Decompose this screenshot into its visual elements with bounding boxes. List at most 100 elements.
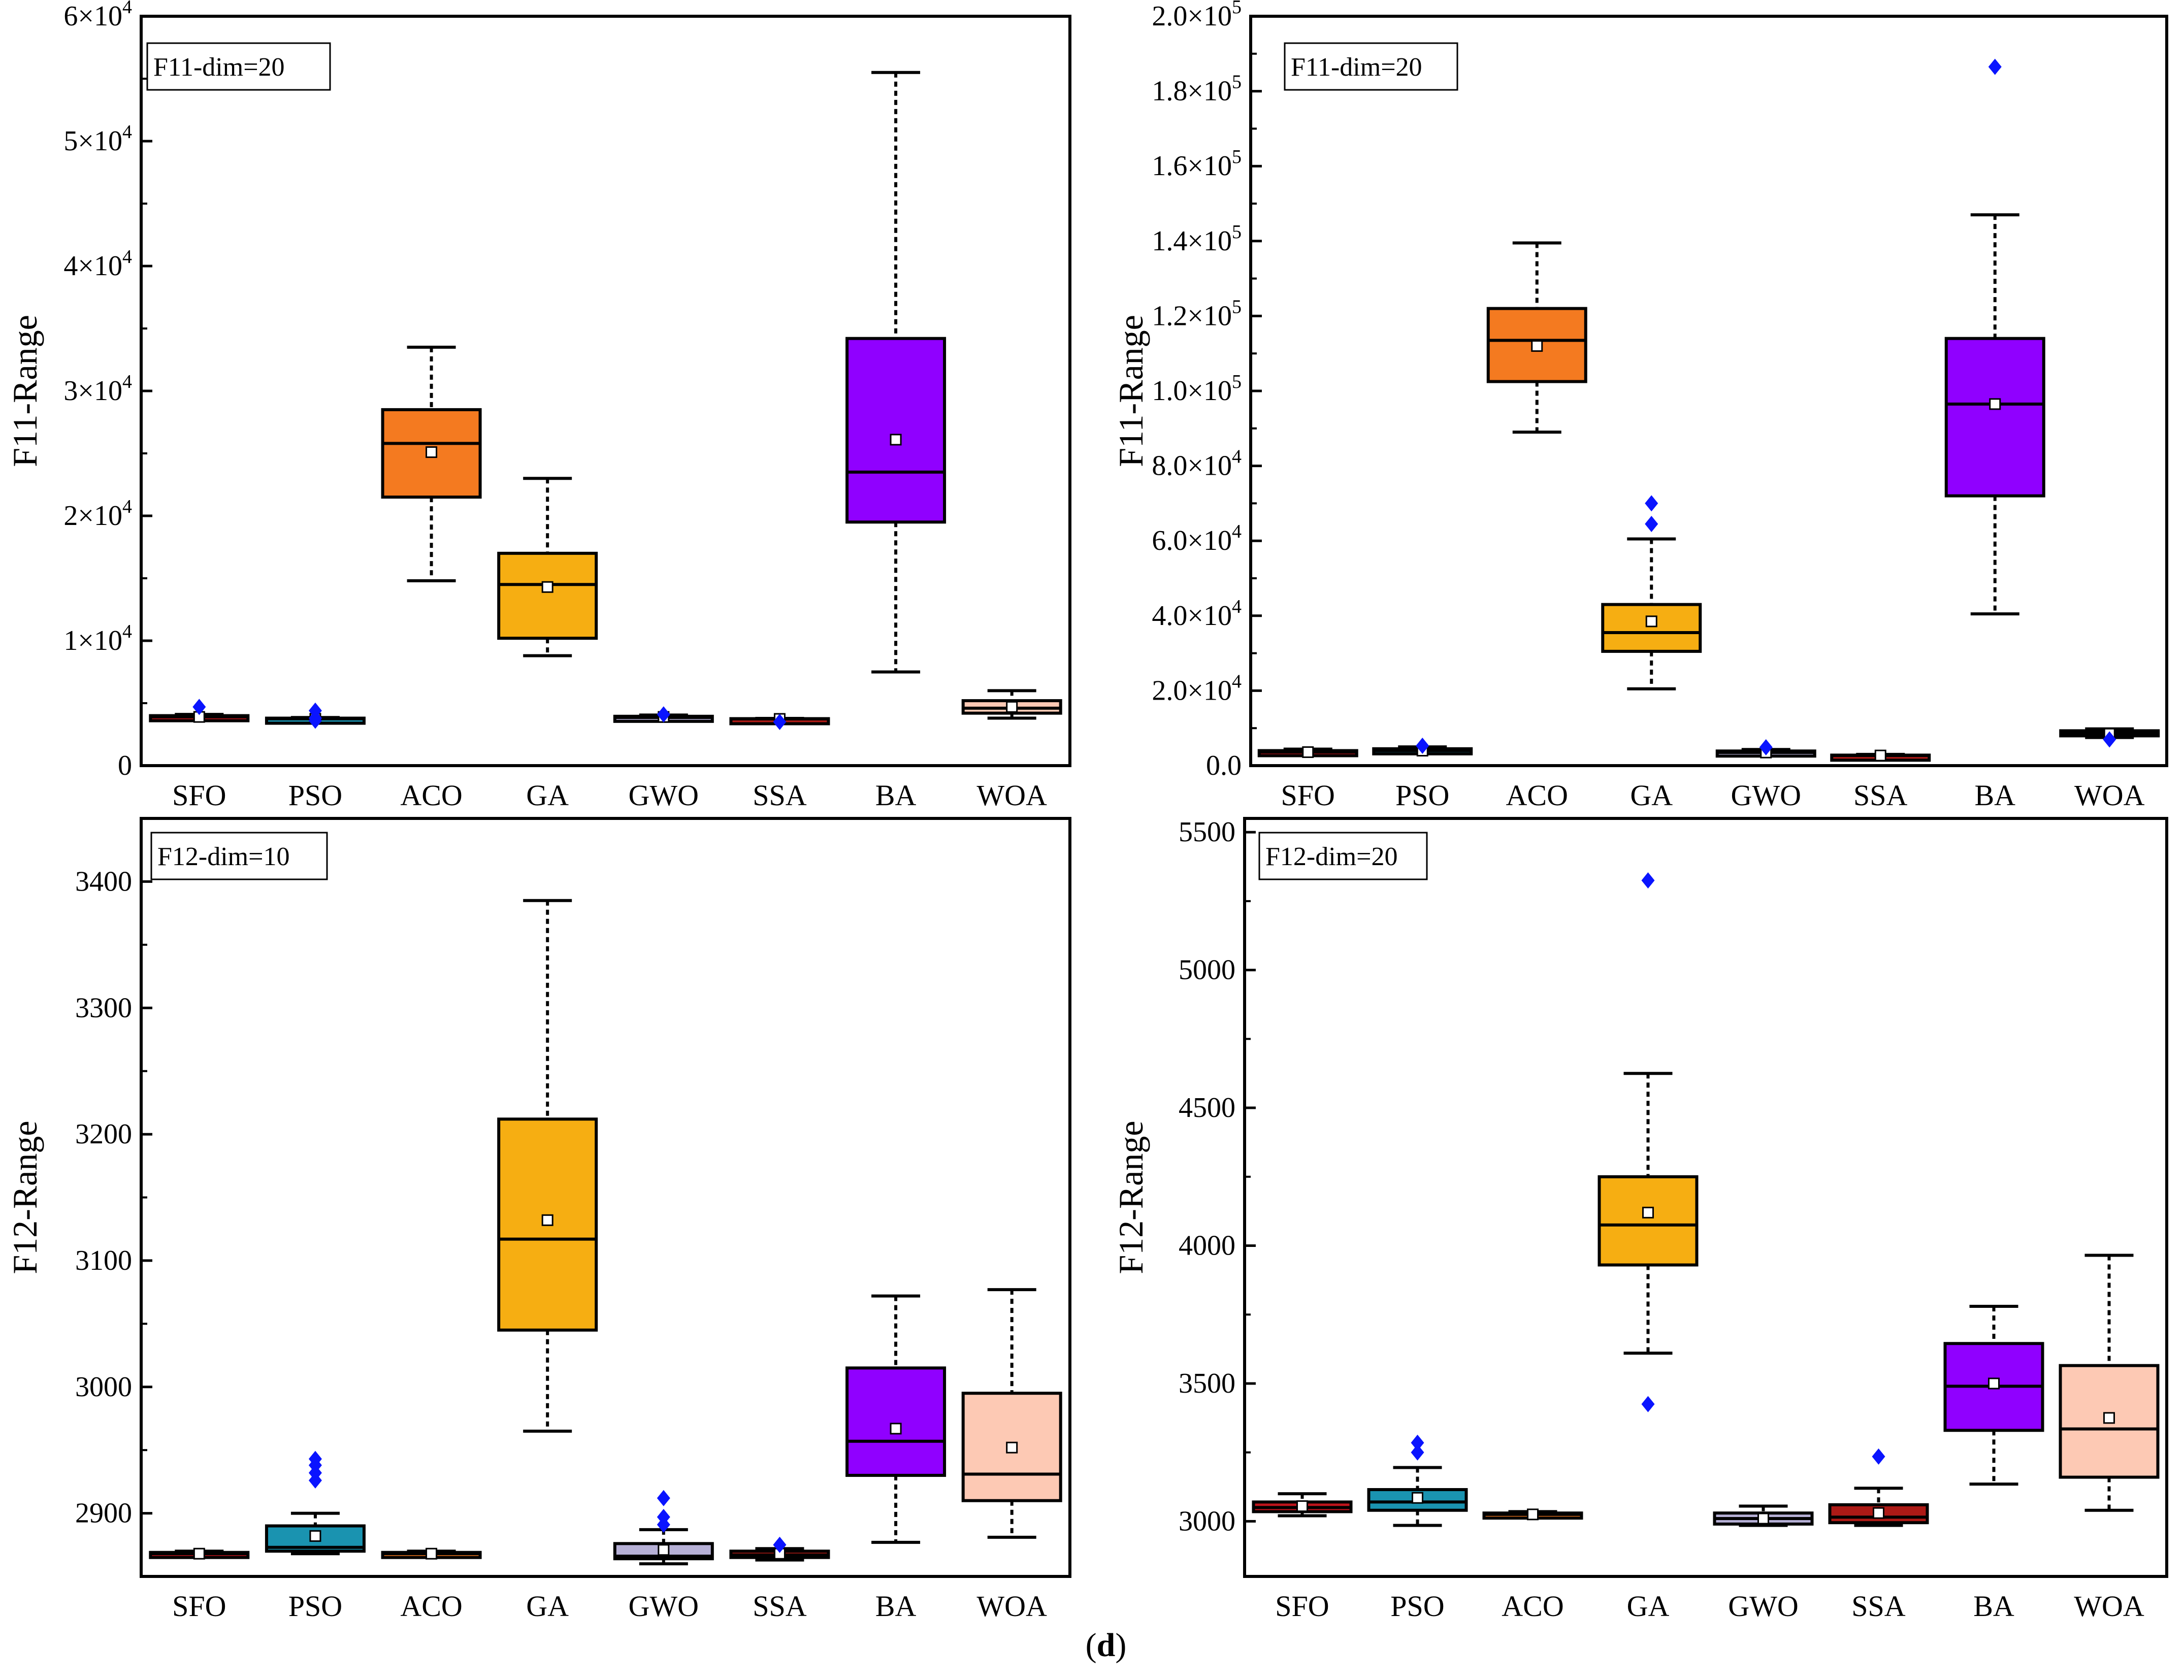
outlier-point [192, 699, 206, 715]
outlier-point [657, 1509, 670, 1526]
x-category-label: GWO [629, 779, 699, 812]
box-woa [2059, 727, 2160, 748]
tick-mantissa: 2×10 [63, 500, 122, 532]
outlier-point [1411, 1434, 1424, 1451]
mean-marker [890, 434, 902, 446]
y-tick-label: 4000 [1179, 1230, 1235, 1262]
mean-marker [541, 581, 553, 593]
box-woa [2059, 1254, 2160, 1512]
box-ga [1601, 495, 1702, 690]
box-iqr [1601, 603, 1702, 653]
outlier-point [1988, 58, 2002, 75]
tick-mantissa: 2.0×10 [1152, 1, 1232, 32]
x-category-label: GA [1630, 779, 1673, 812]
tick-mantissa: 5×10 [63, 125, 122, 157]
mean-marker [890, 1423, 902, 1435]
box-ba [1944, 58, 2045, 616]
tick-mantissa: 1×10 [63, 625, 122, 656]
box-iqr [845, 337, 947, 524]
box-gwo [613, 1490, 714, 1566]
tick-exponent: 4 [122, 246, 132, 268]
box-woa [961, 1288, 1062, 1539]
outlier-point [1645, 515, 1658, 532]
y-tick-label: 1.2×105 [1152, 296, 1242, 332]
legend-box [146, 42, 331, 91]
mean-marker [541, 1214, 553, 1226]
y-tick-label: 1×104 [63, 621, 132, 656]
y-tick-label: 4500 [1179, 1092, 1235, 1124]
mean-marker [1006, 701, 1018, 713]
y-axis-label: F11-Range [1112, 315, 1150, 467]
tick-mantissa: 1.2×10 [1152, 300, 1232, 332]
box-ssa [729, 1536, 830, 1562]
x-category-label: SFO [172, 779, 226, 812]
outlier-point [1641, 872, 1655, 889]
box-aco [1486, 241, 1587, 434]
outlier-point [308, 702, 322, 719]
x-category-label: ACO [1502, 1590, 1563, 1623]
outlier-point [308, 1451, 322, 1467]
x-category-label: GWO [629, 1590, 699, 1623]
mean-marker [1006, 1441, 1018, 1454]
legend-label: F11-dim=20 [153, 53, 285, 82]
x-category-label: GWO [1728, 1590, 1799, 1623]
y-tick-label: 4.0×104 [1152, 596, 1242, 632]
box-woa [961, 689, 1062, 720]
x-category-label: SFO [1281, 779, 1335, 812]
mean-marker [2103, 1412, 2115, 1424]
x-category-label: PSO [288, 1590, 342, 1623]
box-pso [265, 702, 366, 729]
y-tick-label: 2.0×104 [1152, 671, 1242, 706]
tick-exponent: 5 [1232, 371, 1242, 392]
box-iqr [1944, 337, 2045, 498]
box-aco [381, 1547, 482, 1560]
tick-exponent: 5 [1232, 72, 1242, 93]
outlier-point [1411, 1444, 1424, 1461]
tick-exponent: 5 [1232, 0, 1242, 18]
mean-marker [1296, 1500, 1308, 1512]
box-gwo [1713, 1504, 1814, 1527]
box-aco [381, 345, 482, 582]
tick-exponent: 4 [122, 371, 132, 392]
panel-f11-dim20-left: 01×1042×1043×1044×1045×1046×104F11-Range… [6, 0, 1071, 812]
tick-exponent: 4 [122, 621, 132, 642]
mean-marker [426, 1547, 438, 1560]
outlier-point [657, 706, 670, 723]
tick-exponent: 4 [122, 121, 132, 143]
y-tick-label: 3500 [1179, 1368, 1235, 1399]
x-category-label: WOA [976, 779, 1047, 812]
tick-exponent: 5 [1232, 221, 1242, 243]
y-tick-label: 3000 [75, 1371, 132, 1403]
y-tick-label: 6×104 [63, 0, 132, 32]
mean-marker [193, 1547, 205, 1560]
mean-marker [1531, 340, 1543, 352]
mean-marker [1527, 1508, 1539, 1521]
outlier-point [1416, 737, 1429, 754]
plot-frame [1243, 817, 2168, 1578]
legend-box [1258, 832, 1428, 880]
outlier-point [1872, 1448, 1885, 1465]
mean-marker [309, 1530, 321, 1542]
y-tick-label: 5×104 [63, 121, 132, 157]
y-tick-label: 6.0×104 [1152, 521, 1242, 556]
box-gwo [1715, 739, 1816, 759]
tick-mantissa: 3×10 [63, 375, 122, 407]
x-category-label: BA [875, 779, 917, 812]
outlier-point [773, 713, 787, 730]
y-tick-label: 0.0 [1206, 750, 1242, 781]
box-iqr [845, 1366, 947, 1477]
x-category-label: WOA [2074, 779, 2145, 812]
y-tick-label: 3000 [1179, 1505, 1235, 1537]
panel-f12-dim10: 2900 3000 3100 3200 3300 3400 F12-Range F12-dim… [6, 817, 1071, 1623]
y-tick-label: 4×104 [63, 246, 132, 282]
mean-marker [1412, 1492, 1423, 1504]
box-ba [845, 71, 947, 674]
y-tick-label: 3400 [75, 866, 132, 897]
x-category-label: ACO [400, 779, 462, 812]
box-ssa [1830, 749, 1931, 762]
y-tick-label: 1.4×105 [1152, 221, 1242, 257]
panel-f12-dim20: 3000 3500 4000 4500 5000 5500 F12-Range F12-dim… [1112, 816, 2168, 1623]
x-category-label: WOA [2074, 1590, 2144, 1623]
y-tick-label: 3100 [75, 1245, 132, 1276]
box-ssa [1828, 1448, 1929, 1527]
